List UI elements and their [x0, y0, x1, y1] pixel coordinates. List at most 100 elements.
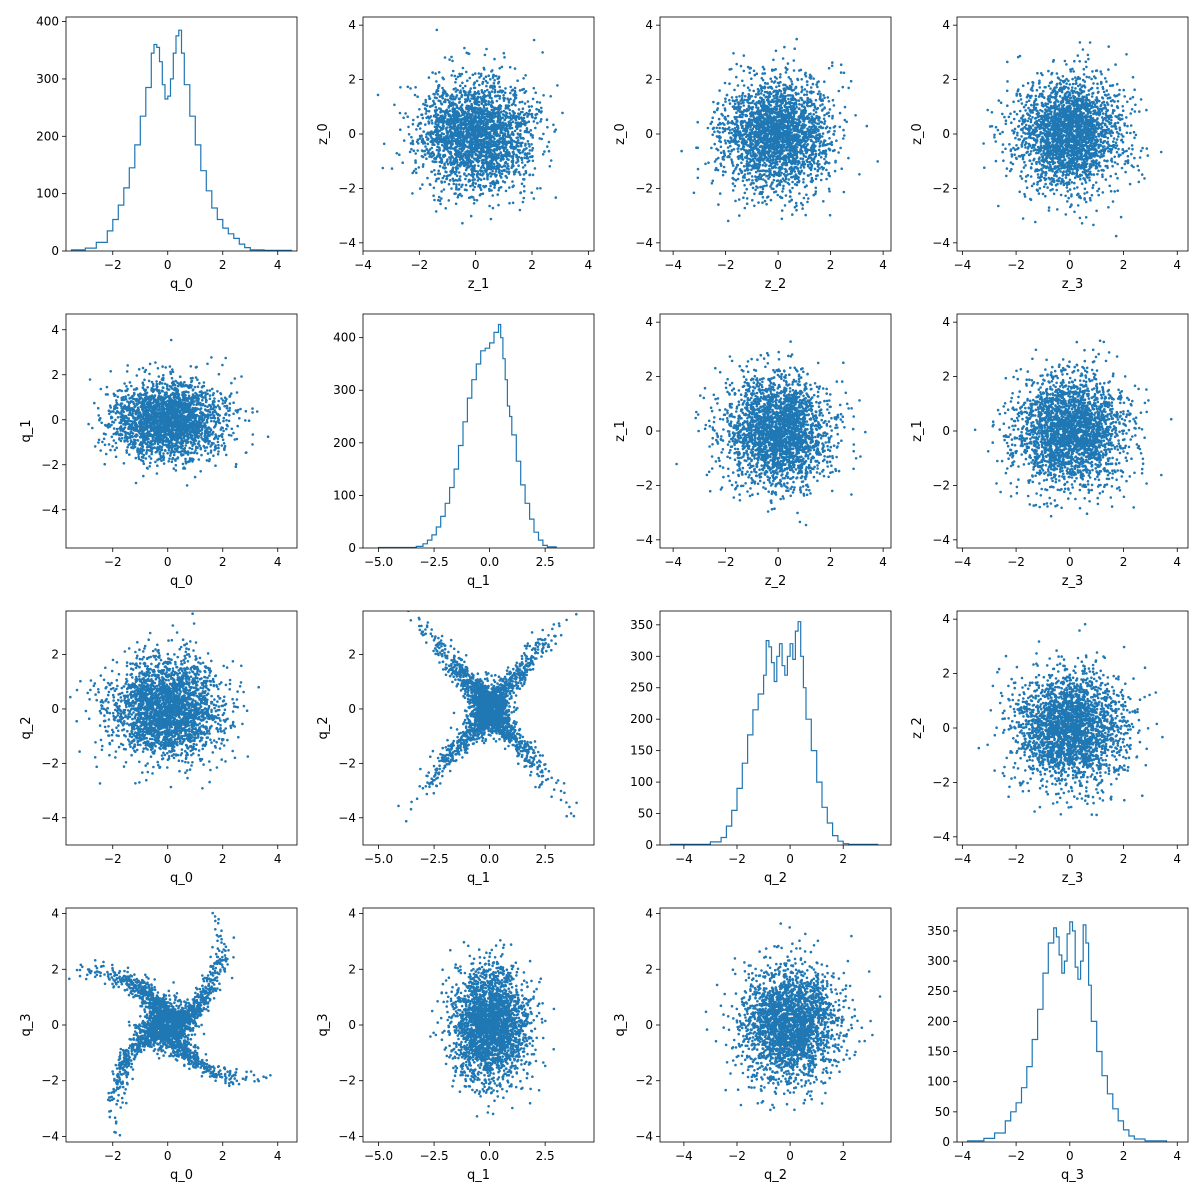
- x-tick-label: −2: [1007, 852, 1025, 866]
- x-tick-label: 4: [274, 258, 282, 272]
- y-tick-label: 4: [51, 907, 59, 921]
- x-axis-label: q_0: [170, 1168, 193, 1183]
- x-tick-label: 0: [786, 1149, 794, 1163]
- subplot-1-2: −4 −2 0 2 4 −4 −2 0 2 4 z_2 z_1: [613, 313, 892, 589]
- y-tick-label: −4: [338, 1129, 356, 1143]
- x-tick-label: 2: [839, 1149, 847, 1163]
- y-tick-label: 4: [645, 18, 653, 32]
- scatter-points: [973, 339, 1173, 518]
- y-tick-label: 200: [927, 1014, 950, 1028]
- y-tick-label: 4: [348, 907, 356, 921]
- x-tick-label: 0: [164, 555, 172, 569]
- y-tick-label: 0: [645, 127, 653, 141]
- scatter-points: [680, 37, 880, 223]
- y-tick-label: 0: [348, 541, 356, 555]
- histogram-series: [70, 29, 293, 251]
- y-tick-label: 4: [942, 612, 950, 626]
- x-tick-label: −4: [675, 1149, 693, 1163]
- y-tick-label: 0: [51, 1018, 59, 1032]
- scatter-points: [69, 612, 261, 790]
- x-tick-label: 4: [1173, 852, 1181, 866]
- axes-frame: [65, 16, 298, 252]
- x-tick-label: −4: [954, 852, 972, 866]
- y-tick-label: 100: [927, 1075, 950, 1089]
- x-axis-label: q_0: [170, 574, 193, 589]
- x-tick-label: 0: [786, 852, 794, 866]
- y-tick-label: −2: [635, 1074, 653, 1088]
- histogram-series: [670, 621, 879, 845]
- y-tick-label: 0: [348, 127, 356, 141]
- x-axis-label: q_2: [764, 871, 787, 886]
- histogram-series: [967, 921, 1168, 1142]
- y-tick-label: −4: [932, 236, 950, 250]
- axes-frame: [362, 610, 595, 846]
- y-tick-label: 4: [645, 315, 653, 329]
- y-tick-label: 0: [51, 702, 59, 716]
- x-tick-label: 0: [1066, 555, 1074, 569]
- scatter-series: [397, 611, 578, 823]
- y-tick-label: 350: [927, 924, 950, 938]
- x-tick-label: −4: [354, 258, 372, 272]
- y-axis-label: z_1: [613, 420, 628, 442]
- y-tick-label: 2: [942, 370, 950, 384]
- axes-frame: [65, 313, 298, 549]
- scatter-points: [675, 340, 867, 527]
- y-tick-label: 0: [348, 1018, 356, 1032]
- x-tick-label: 0: [164, 258, 172, 272]
- x-tick-label: 2: [1120, 1149, 1128, 1163]
- y-tick-label: −2: [932, 181, 950, 195]
- x-axis-label: q_3: [1061, 1168, 1084, 1183]
- y-axis-label: q_2: [19, 716, 34, 739]
- axes-frame: [362, 313, 595, 549]
- scatter-series: [675, 340, 867, 527]
- x-tick-label: −5.0: [364, 1149, 393, 1163]
- x-tick-label: 4: [1173, 555, 1181, 569]
- y-tick-label: 0: [942, 1135, 950, 1149]
- y-tick-label: 200: [36, 129, 59, 143]
- x-tick-label: 4: [879, 555, 887, 569]
- x-axis-label: q_1: [467, 1168, 490, 1183]
- y-tick-label: −4: [932, 830, 950, 844]
- subplot-1-3: −4 −2 0 2 4 −4 −2 0 2 4 z_3 z_1: [910, 313, 1189, 589]
- subplot-0-1: −4 −2 0 2 4 −4 −2 0 2 4 z_1 z_0: [316, 16, 595, 292]
- y-tick-label: 2: [645, 73, 653, 87]
- y-tick-label: 2: [348, 962, 356, 976]
- x-tick-label: −4: [954, 258, 972, 272]
- x-tick-label: −5.0: [364, 555, 393, 569]
- subplot-0-0: −2 0 2 4 0 100 200 300 400 q_0: [36, 15, 298, 292]
- x-tick-label: 2: [219, 555, 227, 569]
- y-tick-label: 0: [942, 127, 950, 141]
- x-tick-label: 2.5: [536, 555, 555, 569]
- y-axis-label: z_0: [910, 123, 925, 145]
- subplot-2-3: −4 −2 0 2 4 −4 −2 0 2 4 z_3 z_2: [910, 610, 1189, 886]
- x-tick-label: −2.5: [420, 555, 449, 569]
- y-tick-label: −2: [932, 775, 950, 789]
- histogram-step-line: [967, 921, 1168, 1142]
- x-tick-label: 0: [774, 258, 782, 272]
- histogram-step-line: [70, 29, 293, 251]
- scatter-series: [69, 612, 261, 790]
- x-tick-label: 4: [274, 852, 282, 866]
- y-tick-label: −4: [41, 503, 59, 517]
- x-tick-label: 4: [879, 258, 887, 272]
- x-tick-label: −2: [104, 555, 122, 569]
- scatter-series: [429, 939, 556, 1118]
- y-tick-label: −2: [41, 1074, 59, 1088]
- x-tick-label: 2: [839, 852, 847, 866]
- x-tick-label: −2: [410, 258, 428, 272]
- y-tick-label: −4: [338, 236, 356, 250]
- x-tick-label: 2: [528, 258, 536, 272]
- y-tick-label: −4: [635, 533, 653, 547]
- subplot-2-1: −5.0 −2.5 0.0 2.5 −4 −2 0 2 q_1 q_2: [316, 610, 595, 886]
- y-tick-label: 300: [36, 72, 59, 86]
- x-axis-label: q_0: [170, 871, 193, 886]
- y-axis-label: z_1: [910, 420, 925, 442]
- y-tick-label: −4: [932, 533, 950, 547]
- x-axis-label: z_3: [1062, 277, 1084, 292]
- x-tick-label: 0.0: [480, 852, 499, 866]
- x-tick-label: 0.0: [480, 1149, 499, 1163]
- y-tick-label: 150: [630, 744, 653, 758]
- y-tick-label: 4: [51, 323, 59, 337]
- scatter-points: [397, 611, 578, 823]
